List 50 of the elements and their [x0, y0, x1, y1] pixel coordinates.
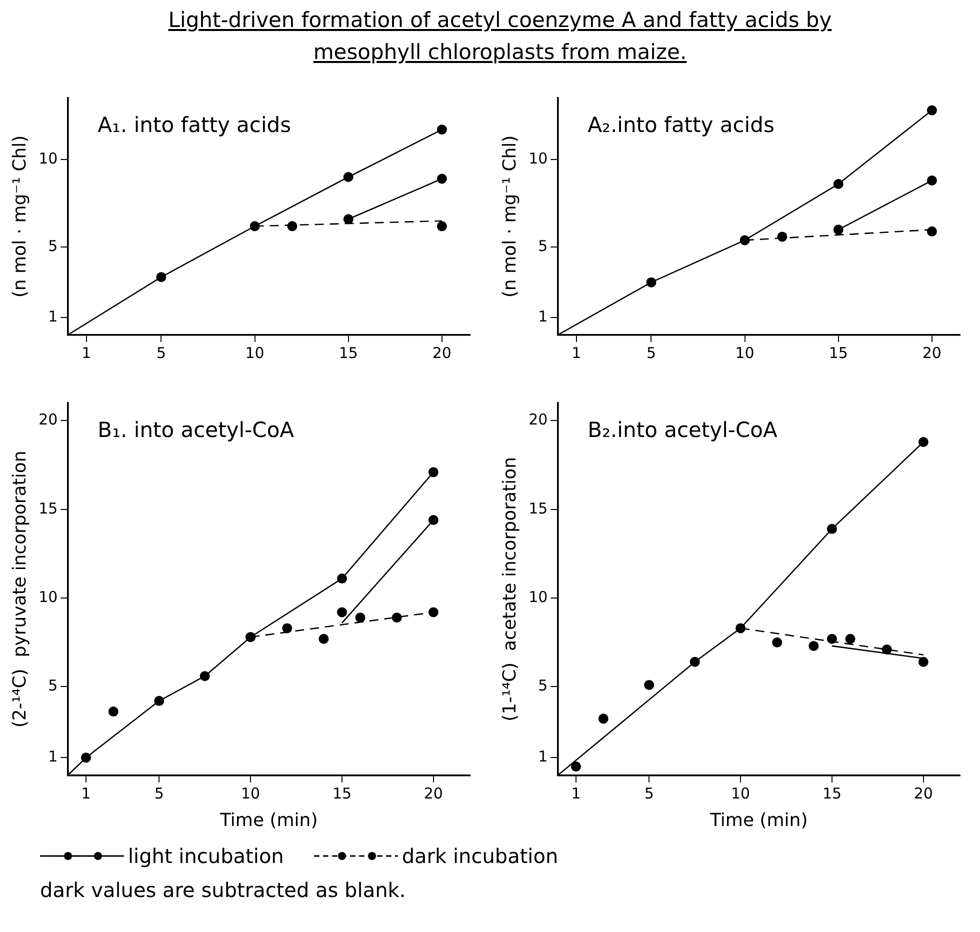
x-tick-label: 20	[432, 344, 452, 362]
x-axis-title: Time (min)	[218, 810, 318, 831]
y-tick-label: 5	[538, 237, 548, 256]
y-tick-label: 1	[48, 307, 58, 326]
y-axis-title: (n mol · mg⁻¹ Chl)	[499, 135, 520, 298]
x-tick-label: 15	[822, 784, 842, 802]
y-tick-label: 20	[38, 410, 58, 429]
y-tick-label: 20	[528, 410, 548, 429]
x-tick-label: 10	[731, 784, 750, 802]
y-tick-label: 5	[48, 237, 58, 256]
legend-label: light incubation	[128, 844, 284, 868]
x-tick-label: 20	[424, 784, 443, 802]
y-tick-label: 15	[528, 499, 548, 518]
x-axis-title: Time (min)	[708, 810, 808, 831]
x-tick-label: 20	[922, 344, 942, 362]
x-tick-label: 10	[735, 344, 754, 362]
text: dark values are subtracted as blank.	[40, 878, 406, 902]
x-tick-label: 15	[828, 344, 848, 362]
y-tick-label: 10	[38, 149, 58, 168]
y-tick-label: 5	[48, 676, 58, 695]
legend-label: dark incubation	[402, 844, 558, 868]
y-tick-label: 10	[528, 149, 548, 168]
y-tick-label: 10	[528, 588, 548, 606]
x-tick-label: 15	[332, 784, 352, 802]
y-tick-label: 1	[538, 748, 548, 766]
x-tick-label: 5	[154, 784, 164, 802]
y-tick-label: 5	[538, 676, 548, 695]
x-tick-label: 1	[81, 784, 91, 802]
y-axis-title: (2-¹⁴C) pyruvate incorporation	[9, 450, 30, 728]
x-tick-label: 1	[82, 344, 92, 362]
x-tick-label: 15	[338, 344, 358, 362]
y-tick-label: 1	[538, 307, 548, 326]
x-tick-label: 10	[245, 344, 264, 362]
y-axis-title: (n mol · mg⁻¹ Chl)	[9, 135, 30, 298]
x-tick-label: 1	[572, 344, 582, 362]
y-tick-label: 1	[48, 748, 58, 766]
x-tick-label: 20	[914, 784, 933, 802]
text: Light-driven formation of acetyl coenzyme A and fatty acids by mesophyll chloroplasts from maize.	[167, 7, 833, 66]
x-tick-label: 5	[644, 784, 654, 802]
y-axis-title: (1-¹⁴C) acetate incorporation	[499, 456, 520, 722]
y-tick-label: 15	[38, 499, 58, 518]
y-tick-label: 10	[38, 588, 58, 606]
x-tick-label: 10	[241, 784, 260, 802]
text: A₂.into fatty acids	[588, 112, 774, 137]
x-tick-label: 5	[646, 344, 656, 362]
x-tick-label: 1	[571, 784, 581, 802]
text: B₂.into acetyl-CoA	[588, 418, 778, 442]
text: B₁. into acetyl-CoA	[98, 418, 295, 442]
x-tick-label: 5	[156, 344, 166, 362]
text: A₁. into fatty acids	[98, 112, 292, 137]
